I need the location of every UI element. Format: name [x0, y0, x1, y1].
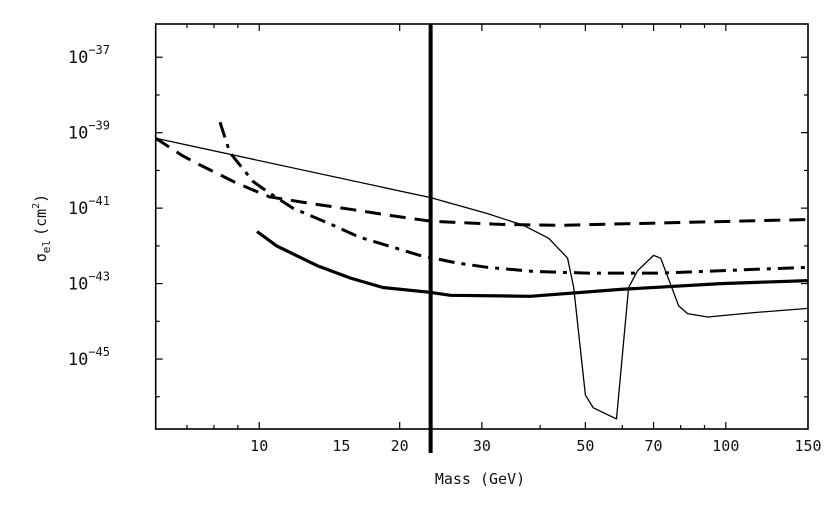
x-tick-label: 50	[576, 437, 594, 455]
y-axis-title-units-close: )	[32, 194, 50, 203]
y-tick-base: 10	[68, 199, 88, 219]
y-tick-label: 10−39	[68, 119, 110, 144]
axis-ticks	[155, 24, 808, 429]
y-tick-label: 10−45	[68, 345, 110, 370]
y-tick-exponent: −41	[88, 194, 110, 208]
series-dashed-line	[154, 137, 809, 227]
x-tick-label: 30	[473, 437, 491, 455]
x-tick-label: 70	[645, 437, 663, 455]
y-tick-base: 10	[68, 275, 88, 295]
series-dash-dot-line	[218, 121, 809, 275]
y-axis-title: σel (cm2)	[31, 194, 53, 262]
x-tick-label: 20	[391, 437, 409, 455]
x-tick-label: 100	[712, 437, 739, 455]
x-tick-label: 10	[250, 437, 268, 455]
y-tick-base: 10	[68, 124, 88, 144]
y-tick-base: 10	[68, 48, 88, 68]
y-tick-label: 10−37	[68, 43, 110, 68]
y-tick-label: 10−41	[68, 194, 110, 219]
y-axis-title-units: (cm	[32, 209, 50, 236]
x-axis-title: Mass (GeV)	[435, 470, 525, 488]
y-tick-base: 10	[68, 350, 88, 370]
y-axis-title-subscript: el	[40, 240, 53, 253]
series-group	[154, 121, 809, 420]
y-axis-title-symbol: σ	[32, 253, 50, 262]
x-tick-label: 150	[794, 437, 821, 455]
y-axis-title-units-power: 2	[31, 203, 42, 209]
y-tick-exponent: −45	[88, 345, 110, 359]
y-tick-exponent: −37	[88, 43, 110, 57]
y-tick-exponent: −43	[88, 270, 110, 284]
y-tick-label: 10−43	[68, 270, 110, 295]
series-thick-solid-line	[256, 230, 809, 298]
x-tick-labels: 10 15 20 30 50 70 100 150	[250, 437, 821, 455]
plot-frame	[154, 23, 809, 430]
x-tick-label: 15	[332, 437, 350, 455]
y-tick-exponent: −39	[88, 119, 110, 133]
